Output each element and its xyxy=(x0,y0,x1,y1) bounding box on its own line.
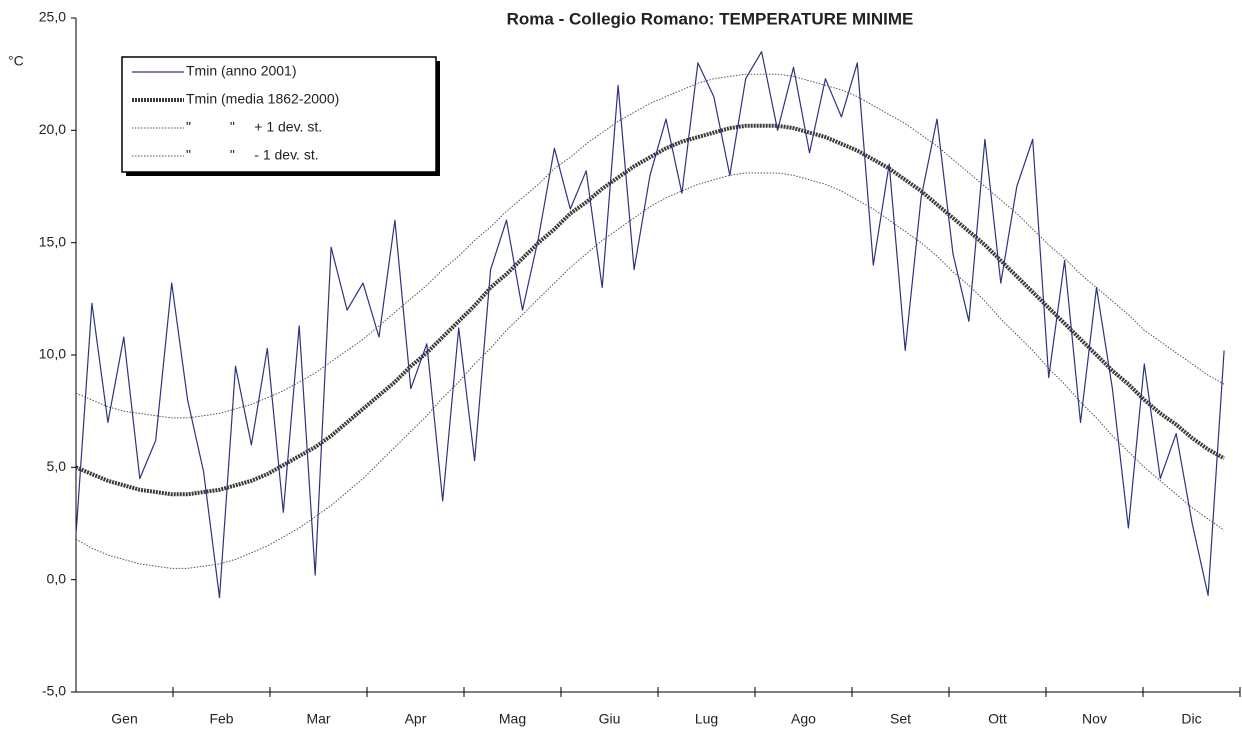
x-tick-label: Lug xyxy=(695,711,718,727)
series-line xyxy=(75,51,1225,599)
legend-label: Tmin (media 1862-2000) xyxy=(186,91,339,107)
x-tick-label: Feb xyxy=(209,711,233,727)
x-tick-label: Mag xyxy=(499,711,526,727)
chart-title: Roma - Collegio Romano: TEMPERATURE MINI… xyxy=(507,9,914,28)
x-tick-label: Apr xyxy=(405,711,427,727)
legend-label: " " + 1 dev. st. xyxy=(186,119,322,135)
legend-label: " " - 1 dev. st. xyxy=(186,147,319,163)
y-tick-label: 10,0 xyxy=(39,346,66,362)
y-tick-label: 0,0 xyxy=(47,570,67,586)
series-line xyxy=(75,172,1225,569)
x-tick-label: Nov xyxy=(1082,711,1107,727)
legend: Tmin (anno 2001) Tmin (media 1862-2000) " … xyxy=(121,56,437,173)
y-tick-label: 20,0 xyxy=(39,121,66,137)
x-tick-label: Dic xyxy=(1181,711,1201,727)
x-tick-label: Ott xyxy=(988,711,1007,727)
x-tick-label: Set xyxy=(890,711,911,727)
y-tick-label: 5,0 xyxy=(47,458,67,474)
x-tick-label: Gen xyxy=(111,711,137,727)
y-tick-label: 25,0 xyxy=(39,9,66,25)
x-tick-label: Giu xyxy=(599,711,621,727)
x-tick-label: Ago xyxy=(791,711,816,727)
series-line xyxy=(75,123,1226,497)
series-line xyxy=(75,73,1225,419)
x-tick-label: Mar xyxy=(306,711,330,727)
y-axis-label: °C xyxy=(8,53,24,69)
legend-label: Tmin (anno 2001) xyxy=(186,63,297,79)
y-tick-label: -5,0 xyxy=(42,683,66,699)
y-tick-label: 15,0 xyxy=(39,233,66,249)
legend-box xyxy=(121,56,437,173)
